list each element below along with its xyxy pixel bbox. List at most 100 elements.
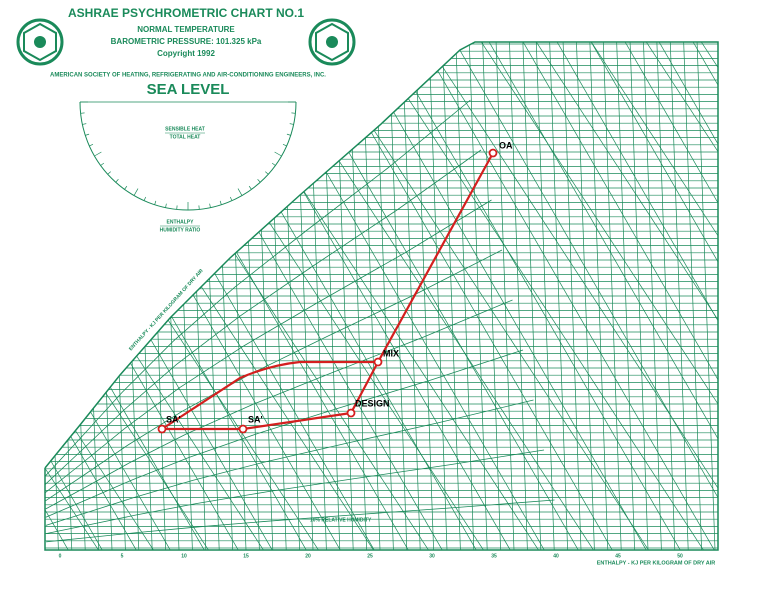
dry-bulb-label: 15 [243, 553, 249, 559]
rh-curve [46, 499, 555, 543]
dry-bulb-line [696, 42, 716, 550]
protractor-tick [271, 162, 276, 166]
dry-bulb-line [80, 42, 99, 550]
enthalpy-line [589, 42, 718, 550]
enthalpy-line [623, 42, 718, 550]
enthalpy-line [555, 42, 718, 550]
protractor-tick [237, 188, 243, 196]
subtitle: Copyright 1992 [157, 49, 215, 58]
enthalpy-line [45, 42, 109, 550]
rh-curve [45, 349, 524, 518]
axis-caption: ENTHALPY - KJ PER KILOGRAM OF DRY AIR [128, 268, 205, 352]
title: ASHRAE PSYCHROMETRIC CHART NO.1 [68, 6, 304, 20]
protractor-tick [282, 143, 287, 147]
protractor-tick [154, 200, 157, 205]
enthalpy-line [657, 42, 718, 550]
enthalpy-line [760, 40, 768, 560]
rh-caption: 10% RELATIVE HUMIDITY [310, 517, 372, 523]
dry-bulb-line [468, 42, 488, 550]
wet-bulb-line [699, 42, 718, 550]
point-label: OA [499, 140, 513, 150]
grid [0, 40, 768, 560]
protractor-tick [85, 133, 90, 136]
dry-bulb-line [120, 42, 140, 550]
dry-bulb-label: 45 [615, 553, 621, 559]
dry-bulb-label: 30 [429, 553, 435, 559]
dry-bulb-line [616, 42, 635, 550]
protractor-tick [107, 171, 111, 175]
wet-bulb-line [45, 42, 216, 550]
dry-bulb-line [281, 42, 300, 550]
point-label: DESIGN [355, 398, 390, 408]
dry-bulb-line [683, 42, 702, 550]
dry-bulb-line [549, 42, 568, 550]
dry-bulb-line [629, 42, 649, 550]
logo-left [16, 18, 64, 66]
society: AMERICAN SOCIETY OF HEATING, REFRIGERATI… [50, 73, 326, 79]
protractor-tick [209, 203, 211, 208]
dry-bulb-line [415, 42, 434, 550]
rh-curve [45, 299, 513, 510]
protractor-tick [115, 179, 119, 183]
enthalpy-line [487, 42, 718, 550]
point-labels: OA MIX DESIGN SA' SA' [166, 140, 513, 424]
wet-bulb-line [534, 42, 718, 550]
protractor-tick [89, 143, 94, 147]
enthalpy-line [215, 42, 517, 550]
wet-bulb-line [755, 40, 768, 560]
protractor-tick [274, 151, 282, 157]
dry-bulb-line [241, 42, 260, 550]
dry-bulb-line [133, 42, 153, 550]
enthalpy-line [726, 40, 768, 560]
protractor [79, 101, 297, 211]
wet-bulb-line [45, 42, 106, 550]
dry-bulb-line [656, 42, 676, 550]
dry-bulb-line [93, 42, 113, 550]
dry-bulb-line [200, 42, 220, 550]
wet-bulb-line [644, 42, 718, 550]
altitude: SEA LEVEL [147, 81, 230, 98]
protractor-tick [165, 203, 167, 208]
protractor-tick [257, 179, 261, 183]
enthalpy-line [0, 40, 6, 560]
enthalpy-line [0, 40, 40, 560]
wet-bulb-line [45, 42, 326, 550]
dry-bulb-line [643, 42, 662, 550]
wet-bulb-line [589, 42, 718, 550]
dry-bulb-label: 25 [367, 553, 373, 559]
protractor-tick [229, 196, 233, 201]
axis-caption: ENTHALPY - KJ PER KILOGRAM OF DRY AIR [597, 560, 716, 566]
dry-bulb-labels: 0 5 10 15 20 25 30 35 40 45 50 [59, 553, 683, 559]
protractor-tick [219, 200, 222, 205]
enthalpy-line [419, 42, 718, 550]
protractor-tick [82, 123, 87, 125]
protractor-label: ENTHALPY [167, 219, 195, 225]
dry-bulb-line [442, 42, 461, 550]
wet-bulb-line [94, 42, 436, 550]
dry-bulb-line [45, 42, 46, 550]
dry-bulb-line [187, 42, 207, 550]
wet-bulb-line [424, 42, 718, 550]
protractor-label: TOTAL HEAT [170, 134, 201, 140]
rh-curve [45, 99, 471, 477]
dry-bulb-label: 0 [59, 553, 62, 559]
rh-curve [45, 449, 545, 534]
wet-bulb-line [204, 42, 546, 550]
dry-bulb-line [214, 42, 233, 550]
dry-bulb-line [45, 42, 59, 550]
wet-bulb-line [45, 42, 51, 550]
dry-bulb-line [428, 42, 448, 550]
dry-bulb-line [495, 42, 515, 550]
subtitle: BAROMETRIC PRESSURE: 101.325 kPa [111, 37, 262, 46]
dry-bulb-line [509, 42, 528, 550]
protractor-label: SENSIBLE HEAT [165, 126, 205, 132]
dry-bulb-line [562, 42, 582, 550]
rh-curve [45, 149, 482, 485]
point-label: MIX [383, 348, 399, 358]
wet-bulb-line [369, 42, 711, 550]
wet-bulb-line [259, 42, 601, 550]
protractor-tick [265, 171, 269, 175]
dry-bulb-line [147, 42, 166, 550]
process-points [157, 148, 498, 434]
enthalpy-line [45, 42, 347, 550]
